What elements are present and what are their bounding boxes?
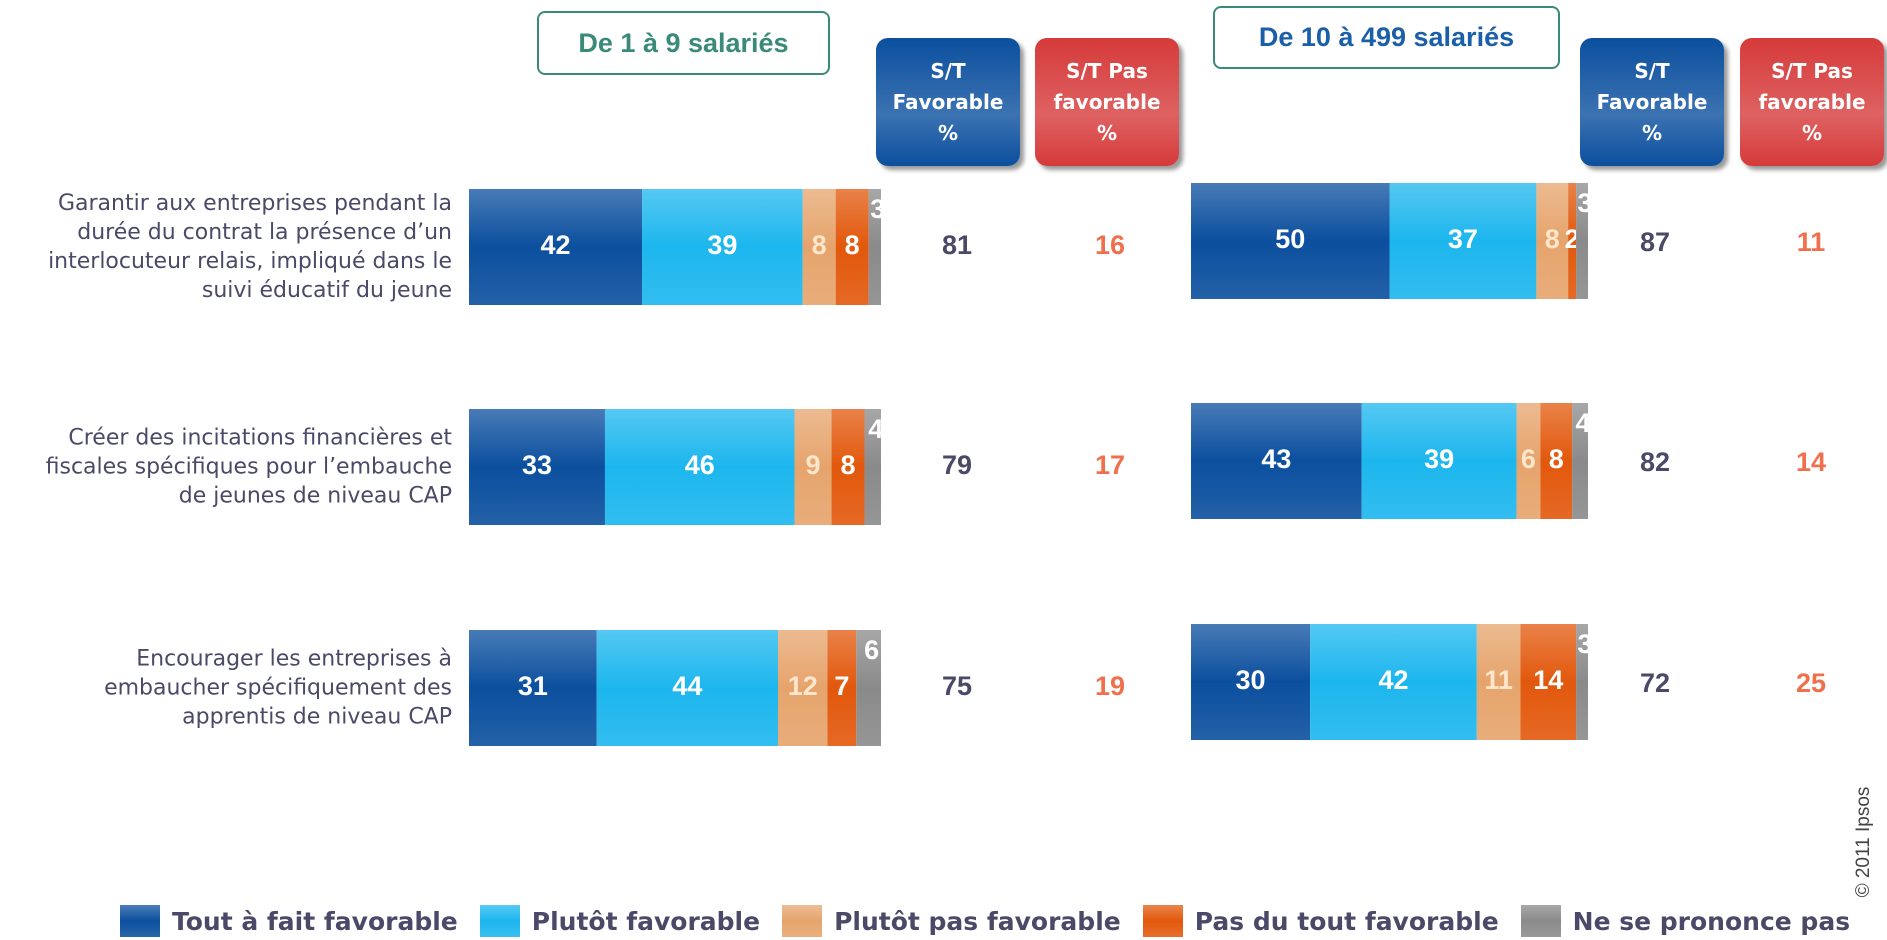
- source: © 2011 Ipsos: [1853, 786, 1874, 898]
- data-label: 4: [868, 414, 883, 444]
- bar-segment: [1540, 403, 1573, 519]
- bar-segment: [1520, 624, 1577, 740]
- bar-segment: [1572, 403, 1588, 519]
- data-label: 42: [540, 230, 570, 260]
- data-label: 8: [841, 450, 856, 480]
- category-label: Garantir aux entreprises pendant la duré…: [48, 191, 452, 303]
- bar-segment: [1361, 403, 1517, 519]
- data-label: 6: [864, 635, 879, 665]
- bar-segment: [1191, 403, 1362, 519]
- legend-swatch: [1520, 905, 1561, 937]
- summary-value: 79: [942, 450, 972, 480]
- bar-segment: [1191, 624, 1311, 740]
- legend-label: Plutôt pas favorable: [834, 906, 1121, 936]
- category-label: Créer des incitations financières et fis…: [45, 425, 452, 509]
- column-header: S/T Pas favorable %: [1035, 38, 1179, 166]
- legend-label: Pas du tout favorable: [1194, 906, 1499, 936]
- column-header: S/T Favorable %: [876, 38, 1020, 166]
- panel-title: De 10 à 499 salariés: [1213, 6, 1560, 69]
- legend-swatch: [120, 905, 160, 937]
- data-label: 42: [1378, 665, 1408, 695]
- summary-value: 17: [1095, 450, 1125, 480]
- bar-segment: [596, 630, 778, 746]
- data-label: 37: [1448, 224, 1478, 254]
- bar-segment: [1476, 624, 1521, 740]
- bar-segment: [604, 409, 795, 525]
- bar-segment: [1310, 624, 1477, 740]
- bar-segment: [469, 630, 597, 746]
- data-label: 43: [1261, 444, 1291, 474]
- data-label: 11: [1484, 665, 1513, 695]
- bar-segment: [1576, 183, 1588, 299]
- data-label: 14: [1533, 665, 1563, 695]
- legend-swatch: [1142, 905, 1183, 937]
- data-label: 3: [870, 194, 885, 224]
- data-label: 8: [1549, 444, 1564, 474]
- data-label: 30: [1236, 665, 1266, 695]
- bar-segment: [864, 409, 881, 525]
- data-label: 7: [834, 671, 849, 701]
- data-label: 8: [1545, 224, 1560, 254]
- legend-label: Tout à fait favorable: [172, 906, 458, 936]
- bar-segment: [642, 189, 803, 305]
- data-label: 46: [685, 450, 715, 480]
- data-label: 8: [812, 230, 827, 260]
- bar-segment: [856, 630, 881, 746]
- bar-segment: [835, 189, 869, 305]
- data-label: 8: [845, 230, 860, 260]
- bar-segment: [1516, 403, 1541, 519]
- data-label: 44: [672, 671, 702, 701]
- data-label: 2: [1565, 224, 1580, 254]
- bar-segment: [868, 189, 881, 305]
- data-label: 3: [1578, 188, 1593, 218]
- bar-segment: [1536, 183, 1569, 299]
- data-label: 9: [806, 450, 821, 480]
- data-label: 39: [1424, 444, 1454, 474]
- summary-value: 87: [1640, 227, 1670, 257]
- legend-label: Plutôt favorable: [531, 906, 761, 936]
- bar-segment: [802, 189, 836, 305]
- legend-label: Ne se prononce pas: [1572, 906, 1851, 936]
- legend: Tout à fait favorable Plutôt favorable Plu…: [120, 905, 1850, 937]
- bar-segment: [778, 630, 828, 746]
- panel-title: De 1 à 9 salariés: [537, 11, 830, 75]
- data-label: 6: [1521, 444, 1536, 474]
- data-label: 31: [518, 671, 548, 701]
- legend-swatch: [479, 905, 520, 937]
- column-header: S/T Pas favorable %: [1740, 38, 1884, 166]
- data-label: 33: [522, 450, 552, 480]
- data-label: 4: [1576, 408, 1591, 438]
- bar-segment: [1389, 183, 1537, 299]
- bar-segment: [827, 630, 857, 746]
- column-header: S/T Favorable %: [1580, 38, 1724, 166]
- bar-segment: [794, 409, 832, 525]
- summary-value: 72: [1640, 668, 1670, 698]
- bar-segment: [1576, 624, 1588, 740]
- summary-value: 19: [1095, 671, 1125, 701]
- bar-segment: [469, 409, 605, 525]
- category-label: Encourager les entreprises à embaucher s…: [104, 646, 452, 730]
- data-label: 12: [788, 671, 818, 701]
- summary-value: 75: [942, 671, 972, 701]
- summary-value: 81: [942, 230, 972, 260]
- data-label: 39: [707, 230, 737, 260]
- bar-segment: [831, 409, 865, 525]
- summary-value: 16: [1095, 230, 1125, 260]
- data-label: 3: [1578, 629, 1593, 659]
- bar-segment: [469, 189, 643, 305]
- summary-value: 25: [1796, 668, 1826, 698]
- bar-segment: [1191, 183, 1390, 299]
- data-label: 50: [1275, 224, 1305, 254]
- summary-value: 14: [1796, 447, 1826, 477]
- summary-value: 82: [1640, 447, 1670, 477]
- legend-swatch: [782, 905, 823, 937]
- bar-segment: [1568, 183, 1577, 299]
- summary-value: 11: [1797, 227, 1826, 257]
